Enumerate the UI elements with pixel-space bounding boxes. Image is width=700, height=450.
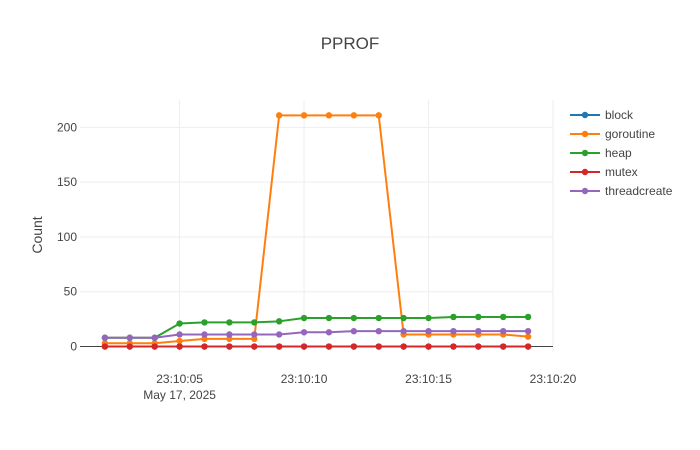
data-point-goroutine [524, 333, 532, 340]
data-point-threadcreate [400, 327, 407, 335]
chart-title: PPROF [321, 34, 380, 53]
data-point-threadcreate [350, 327, 358, 335]
x-tick-label: 23:10:15 [405, 372, 452, 386]
data-point-threadcreate [450, 327, 457, 335]
data-point-goroutine [201, 335, 208, 343]
data-point-mutex [176, 343, 183, 350]
data-point-heap [300, 314, 308, 322]
legend-item-block[interactable]: block [570, 108, 634, 122]
data-point-threadcreate [176, 331, 183, 338]
legend-label: block [605, 108, 634, 122]
data-point-goroutine [300, 112, 308, 119]
legend-label: goroutine [605, 127, 655, 141]
legend-swatch-marker [581, 130, 589, 138]
data-point-mutex [300, 343, 308, 350]
data-point-heap [425, 314, 432, 322]
data-point-heap [475, 313, 482, 321]
legend-item-threadcreate[interactable]: threadcreate [570, 184, 673, 198]
data-point-threadcreate [126, 334, 133, 341]
data-point-mutex [325, 343, 333, 350]
data-point-mutex [375, 343, 382, 350]
series-line-heap [104, 315, 529, 339]
data-point-mutex [126, 343, 133, 350]
data-point-threadcreate [201, 331, 208, 338]
data-point-threadcreate [425, 327, 432, 335]
legend-swatch-marker [581, 168, 589, 176]
y-tick-label: 200 [57, 120, 77, 134]
data-point-heap [325, 314, 333, 322]
data-point-threadcreate [151, 334, 158, 341]
data-point-goroutine [275, 112, 283, 119]
data-point-mutex [201, 343, 208, 350]
data-point-goroutine [251, 335, 258, 343]
data-point-goroutine [176, 337, 183, 345]
data-point-threadcreate [101, 334, 109, 341]
legend-label: threadcreate [605, 184, 673, 198]
data-point-heap [350, 314, 358, 322]
x-tick-label: 23:10:05 [156, 372, 203, 386]
legend-label: heap [605, 146, 632, 160]
y-tick-label: 150 [57, 175, 77, 189]
data-point-mutex [425, 343, 432, 350]
data-point-heap [524, 313, 532, 321]
data-point-mutex [275, 343, 283, 350]
data-point-heap [500, 313, 507, 321]
data-point-heap [375, 314, 382, 322]
data-point-heap [400, 314, 407, 322]
data-point-threadcreate [251, 331, 258, 338]
data-point-mutex [400, 343, 407, 350]
legend-item-mutex[interactable]: mutex [570, 165, 638, 179]
legend[interactable]: block goroutine heap mutex threadcreate [570, 108, 673, 198]
data-point-heap [201, 319, 208, 326]
data-point-mutex [151, 343, 158, 350]
data-point-mutex [475, 343, 482, 350]
grid [80, 100, 554, 352]
data-point-mutex [500, 343, 507, 350]
data-point-heap [275, 318, 283, 325]
legend-swatch-marker [581, 111, 589, 119]
data-point-mutex [350, 343, 358, 350]
data-point-mutex [524, 343, 532, 350]
data-point-heap [251, 319, 258, 326]
data-point-heap [450, 313, 457, 321]
x-tick-label: 23:10:20 [530, 372, 577, 386]
legend-item-heap[interactable]: heap [570, 146, 632, 160]
legend-label: mutex [605, 165, 638, 179]
data-point-threadcreate [475, 327, 482, 335]
data-point-heap [226, 319, 233, 326]
x-date-label: May 17, 2025 [143, 388, 216, 402]
series-line-threadcreate [104, 330, 529, 339]
data-point-threadcreate [524, 327, 532, 335]
data-point-goroutine [226, 335, 233, 343]
legend-swatch-marker [581, 149, 589, 157]
data-point-goroutine [375, 112, 382, 119]
series-line-goroutine [104, 114, 529, 345]
data-point-goroutine [350, 112, 358, 119]
data-point-threadcreate [500, 327, 507, 335]
data-point-threadcreate [300, 329, 308, 336]
axes: 0 50 100 150 200 23:10:05 May 17, 2025 23:10:10… [57, 120, 577, 402]
data-point-mutex [226, 343, 233, 350]
data-point-threadcreate [375, 327, 382, 335]
data-point-mutex [450, 343, 457, 350]
data-point-threadcreate [226, 331, 233, 338]
series-threadcreate [101, 327, 532, 341]
legend-item-goroutine[interactable]: goroutine [570, 127, 655, 141]
series-goroutine [101, 112, 532, 347]
y-tick-label: 100 [57, 230, 77, 244]
y-axis-title: Count [29, 216, 45, 253]
data-point-mutex [251, 343, 258, 350]
data-point-threadcreate [325, 329, 333, 336]
x-tick-label: 23:10:10 [281, 372, 328, 386]
plot-series [101, 112, 532, 350]
data-point-heap [176, 320, 183, 327]
data-point-mutex [101, 343, 109, 350]
y-tick-label: 0 [70, 340, 77, 354]
data-point-threadcreate [275, 331, 283, 338]
legend-swatch-marker [581, 187, 589, 195]
data-point-goroutine [325, 112, 333, 119]
y-tick-label: 50 [64, 285, 78, 299]
series-mutex [101, 343, 532, 350]
